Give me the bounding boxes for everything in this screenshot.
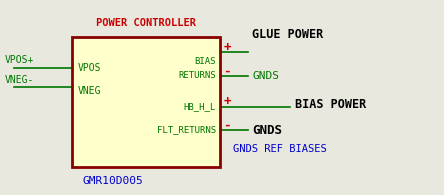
Text: VPOS: VPOS — [78, 63, 102, 73]
Text: VNEG: VNEG — [78, 86, 102, 96]
Text: -: - — [223, 119, 231, 131]
Text: POWER CONTROLLER: POWER CONTROLLER — [96, 18, 196, 28]
Text: GMR10D005: GMR10D005 — [82, 176, 143, 186]
Text: GNDS: GNDS — [252, 71, 279, 81]
Text: -: - — [223, 65, 231, 77]
Text: GNDS REF BIASES: GNDS REF BIASES — [233, 144, 327, 154]
Text: VNEG-: VNEG- — [5, 75, 34, 85]
Text: BIAS: BIAS — [194, 57, 216, 66]
Text: BIAS POWER: BIAS POWER — [295, 98, 366, 111]
Text: FLT_RETURNS: FLT_RETURNS — [157, 126, 216, 135]
Text: GNDS: GNDS — [252, 123, 282, 136]
Text: RETURNS: RETURNS — [178, 72, 216, 81]
Text: +: + — [223, 42, 231, 54]
Text: HB_H_L: HB_H_L — [184, 103, 216, 112]
Text: VPOS+: VPOS+ — [5, 55, 34, 65]
Bar — [72, 37, 220, 167]
Text: +: + — [223, 96, 231, 108]
Text: GLUE POWER: GLUE POWER — [252, 28, 323, 42]
